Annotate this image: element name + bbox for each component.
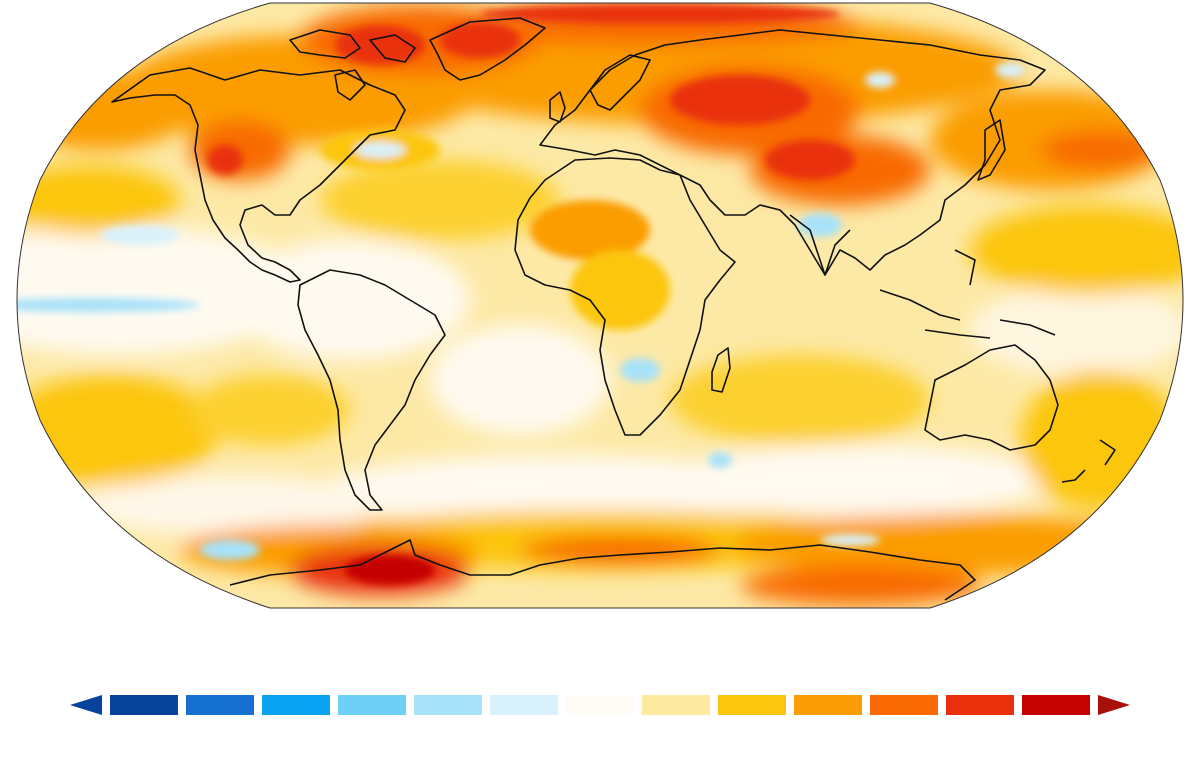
coastline-antarctica xyxy=(229,539,976,601)
world-map-svg xyxy=(16,2,1184,609)
legend-swatch xyxy=(338,695,406,715)
legend-arrow-high xyxy=(1098,695,1130,715)
coastline-south-america xyxy=(297,269,446,511)
color-scale-legend xyxy=(70,692,1130,718)
legend-swatch xyxy=(870,695,938,715)
coastline-scandinavia xyxy=(589,54,651,111)
legend-swatch xyxy=(718,695,786,715)
coastline-australia xyxy=(924,344,1059,451)
legend-swatch xyxy=(566,695,634,715)
legend-swatch xyxy=(490,695,558,715)
legend-arrow-low xyxy=(70,695,102,715)
legend-swatch xyxy=(1022,695,1090,715)
coastline-indonesia xyxy=(879,249,1056,339)
legend-svg xyxy=(70,695,1130,715)
coastline-north-america xyxy=(111,67,406,283)
legend-swatch xyxy=(642,695,710,715)
coastline-madagascar xyxy=(711,347,731,393)
legend-swatch xyxy=(110,695,178,715)
coastline-greenland xyxy=(429,17,546,81)
coastlines xyxy=(111,17,1116,601)
legend-swatch xyxy=(414,695,482,715)
coastline-japan xyxy=(977,119,1006,181)
coastline-britain xyxy=(549,91,566,123)
coastline-new-zealand xyxy=(1061,439,1116,483)
map-border xyxy=(16,2,1184,609)
coastline-india xyxy=(789,214,851,276)
legend-swatch xyxy=(946,695,1014,715)
coastline-eurasia xyxy=(539,29,1046,276)
legend-swatch xyxy=(794,695,862,715)
legend-swatch xyxy=(262,695,330,715)
world-map xyxy=(16,2,1184,609)
anomaly-field xyxy=(17,3,1183,608)
coastline-arctic-islands xyxy=(289,29,416,101)
legend-swatch xyxy=(186,695,254,715)
